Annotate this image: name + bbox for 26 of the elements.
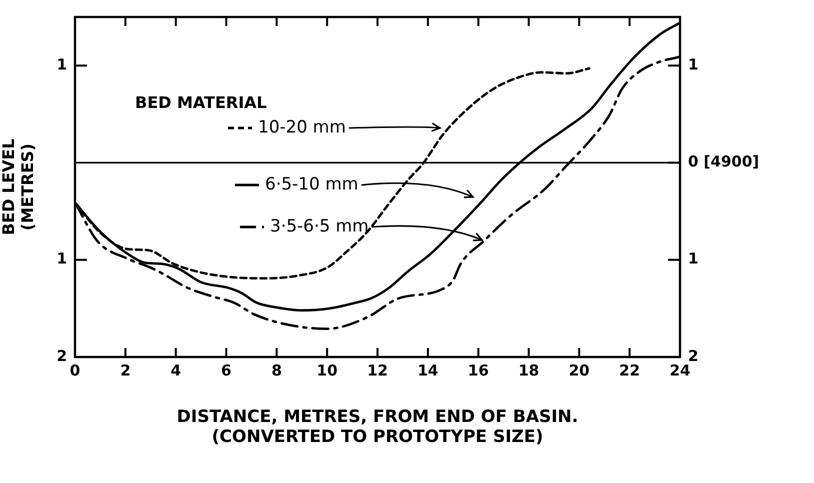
- x-tick-label: 8: [271, 361, 282, 380]
- legend-label: 6·5-10 mm: [265, 174, 358, 194]
- x-tick-label: 16: [468, 361, 489, 380]
- y2-tick-label: 2: [688, 346, 698, 365]
- x-tick-label: 12: [367, 361, 388, 380]
- x-axis-title: DISTANCE, METRES, FROM END OF BASIN. (CONVERTED TO PROTOTYPE SIZE): [176, 406, 578, 448]
- y-tick-label: 1: [56, 55, 67, 74]
- x-tick-label: 0: [70, 361, 80, 380]
- legend-label: 3·5-6·5 mm: [270, 216, 369, 236]
- legend-title: BED MATERIAL: [135, 93, 267, 112]
- y-tick-label: 2: [56, 346, 67, 365]
- legend-label: 10-20 mm: [258, 117, 346, 138]
- y2-tick-label: 1: [688, 55, 698, 74]
- x-tick-label: 22: [619, 361, 640, 380]
- x-tick-label: 4: [170, 361, 182, 380]
- x-tick-label: 18: [518, 361, 540, 380]
- y2-tick-label: 0 [4900]: [688, 152, 760, 171]
- y2-tick-label: 1: [688, 250, 698, 268]
- y-axis-title: BED LEVEL (METRES): [0, 138, 37, 236]
- x-tick-label: 10: [316, 361, 338, 380]
- x-tick-label: 2: [120, 361, 131, 380]
- x-tick-label: 14: [417, 361, 438, 380]
- x-tick-label: 20: [568, 361, 590, 380]
- x-tick-label: 6: [221, 361, 232, 380]
- y-tick-label: 1: [56, 250, 67, 268]
- x-tick-label: 24: [670, 361, 690, 380]
